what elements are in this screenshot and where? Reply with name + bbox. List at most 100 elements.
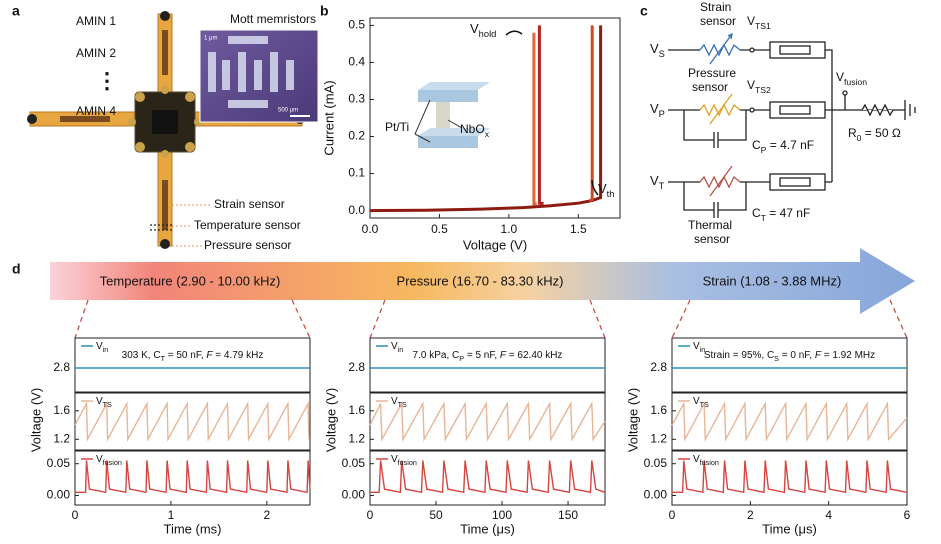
row-label: Vin bbox=[693, 341, 705, 355]
ellipsis: ⋮ bbox=[96, 68, 118, 93]
y-tick-label: 0.1 bbox=[348, 166, 365, 180]
sensor-label: sensor bbox=[700, 14, 736, 28]
annotation: Pt/Ti bbox=[385, 120, 409, 134]
sensor-label: Pressure sensor bbox=[204, 238, 291, 252]
row-frame bbox=[369, 450, 606, 506]
row-label: VTS bbox=[96, 396, 112, 410]
y-tick-label: 0.00 bbox=[47, 488, 71, 502]
component-label-part: T bbox=[761, 213, 767, 223]
row-label-part: V bbox=[693, 454, 700, 465]
condition-label-part: = 62.40 kHz bbox=[506, 350, 562, 361]
sensor-label: Strain sensor bbox=[214, 197, 285, 211]
condition-label-part: = 50 nF, bbox=[165, 350, 206, 361]
y-tick-label: 2.8 bbox=[53, 360, 70, 374]
annotation: Vhold bbox=[470, 21, 496, 39]
row-label: Vfusion bbox=[391, 454, 417, 468]
x-tick-label: 50 bbox=[429, 508, 443, 522]
x-axis-title: Time (ms) bbox=[163, 521, 221, 536]
component-label-part: 0 bbox=[857, 133, 862, 143]
y-axis-title: Voltage (V) bbox=[625, 388, 640, 452]
y-tick-label: 0.4 bbox=[348, 55, 365, 69]
annotation-part: th bbox=[607, 189, 615, 199]
iv-curve bbox=[369, 25, 603, 213]
condition-label-part: = 0 nF, bbox=[779, 350, 815, 361]
sensor-strip bbox=[60, 116, 110, 122]
node-label-part: V bbox=[650, 173, 659, 188]
y-tick-label: 1.6 bbox=[650, 403, 667, 417]
y-tick-label: 0.2 bbox=[348, 129, 365, 143]
row-frame bbox=[74, 337, 311, 393]
row-frame bbox=[369, 337, 606, 393]
row-label-part: fusion bbox=[103, 458, 122, 467]
component-label-part: C bbox=[752, 206, 761, 220]
component-label-part: = 50 Ω bbox=[861, 126, 900, 140]
component-label-part: R bbox=[848, 126, 857, 140]
condition-label-part: 303 K, C bbox=[122, 350, 161, 361]
circuit bbox=[668, 32, 916, 218]
row-frame bbox=[671, 450, 908, 506]
pad bbox=[160, 11, 170, 21]
condition-label-part: = 5 nF, bbox=[464, 350, 500, 361]
row-label: Vfusion bbox=[96, 454, 122, 468]
x-tick-label: 2 bbox=[263, 508, 270, 522]
row-frame bbox=[671, 337, 908, 393]
component-label: R0 = 50 Ω bbox=[848, 126, 901, 143]
y-tick-label: 1.6 bbox=[53, 403, 70, 417]
component-label-part: = 47 nF bbox=[766, 206, 810, 220]
y-tick-label: 1.6 bbox=[348, 403, 365, 417]
row-label-part: V bbox=[391, 454, 398, 465]
component-label-part: P bbox=[761, 145, 767, 155]
y-tick-label: 0.0 bbox=[348, 203, 365, 217]
waveform bbox=[671, 401, 908, 442]
annotation-part: V bbox=[598, 181, 607, 196]
amin-label: AMIN 2 bbox=[76, 46, 116, 60]
x-axis-title: Time (μs) bbox=[460, 521, 515, 536]
node-label: Vfusion bbox=[836, 70, 867, 87]
row-label-part: V bbox=[96, 341, 103, 352]
node-label: VP bbox=[650, 101, 665, 119]
sensor-strip bbox=[162, 180, 168, 230]
condition-label-part: T bbox=[161, 354, 166, 363]
x-tick-label: 2 bbox=[747, 508, 754, 522]
electrodes bbox=[208, 36, 294, 108]
band-label: Pressure (16.70 - 83.30 kHz) bbox=[397, 273, 564, 288]
iv-curve bbox=[588, 25, 594, 203]
zoom-lines bbox=[74, 299, 908, 339]
node-label-part: V bbox=[836, 70, 844, 84]
sensor-label: sensor bbox=[692, 80, 728, 94]
waveform bbox=[75, 460, 311, 494]
node-label-part: V bbox=[650, 101, 659, 116]
x-tick-label: 0.5 bbox=[431, 222, 448, 236]
node-label: VT bbox=[650, 173, 665, 191]
y-axis-title: Voltage (V) bbox=[28, 388, 43, 452]
component-label: CT = 47 nF bbox=[752, 206, 810, 223]
row-label-part: in bbox=[700, 345, 706, 354]
row-frame bbox=[74, 450, 311, 506]
row-label-part: TS bbox=[103, 400, 112, 409]
y-tick-label: 0.00 bbox=[342, 488, 366, 502]
x-tick-label: 100 bbox=[492, 508, 512, 522]
condition-label-part: = 1.92 MHz bbox=[821, 350, 875, 361]
x-tick-label: 6 bbox=[904, 508, 911, 522]
condition-label-part: = 4.79 kHz bbox=[212, 350, 263, 361]
row-label-part: V bbox=[391, 396, 398, 407]
node-label: VS bbox=[650, 41, 665, 59]
x-tick-label: 0 bbox=[72, 508, 79, 522]
annotation-part: hold bbox=[479, 29, 497, 39]
row-label-part: fusion bbox=[398, 458, 417, 467]
row-label-part: V bbox=[693, 396, 700, 407]
node-label-part: V bbox=[650, 41, 659, 56]
chip bbox=[152, 110, 178, 134]
pad bbox=[27, 114, 37, 124]
amin-label: AMIN 1 bbox=[76, 14, 116, 28]
y-tick-label: 0.05 bbox=[342, 456, 366, 470]
sensor-strip bbox=[162, 30, 168, 75]
condition-label-part: F bbox=[815, 350, 822, 361]
annotation: Vth bbox=[598, 181, 614, 199]
component-label-part: = 4.7 nF bbox=[766, 138, 814, 152]
row-label-part: V bbox=[693, 341, 700, 352]
annotation-part: x bbox=[485, 129, 490, 139]
node-label-part: TS1 bbox=[755, 21, 771, 31]
y-tick-label: 0.5 bbox=[348, 18, 365, 32]
x-tick-label: 0.0 bbox=[362, 222, 379, 236]
